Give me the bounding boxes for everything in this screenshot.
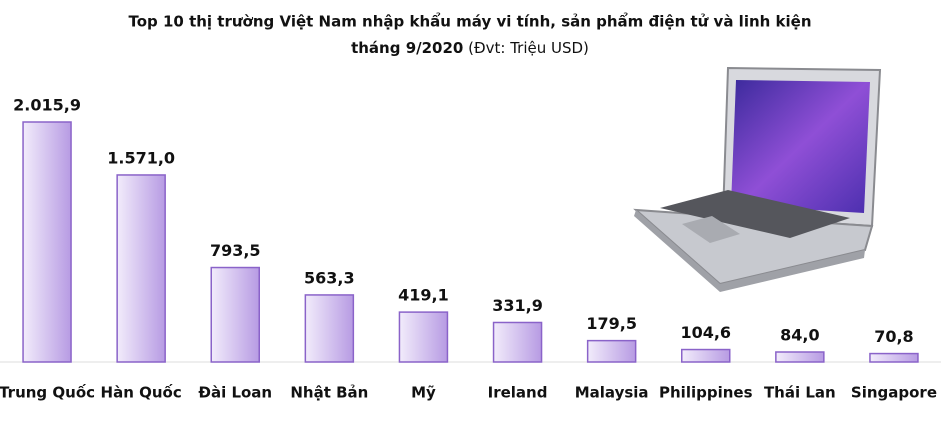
value-label: 179,5 bbox=[586, 314, 637, 333]
bar bbox=[869, 352, 919, 363]
laptop-illustration bbox=[633, 66, 882, 292]
x-tick-label: Hàn Quốc bbox=[101, 383, 182, 402]
x-tick-label: Singapore bbox=[851, 384, 937, 402]
bar bbox=[398, 311, 449, 363]
x-tick-label: Đài Loan bbox=[198, 384, 272, 402]
x-tick-label: Philippines bbox=[659, 384, 753, 402]
chart-title: Top 10 thị trường Việt Nam nhập khẩu máy… bbox=[128, 12, 811, 31]
value-label: 563,3 bbox=[304, 268, 355, 287]
x-tick-label: Malaysia bbox=[575, 384, 649, 402]
bar bbox=[22, 121, 72, 363]
value-label: 2.015,9 bbox=[13, 96, 81, 115]
bar bbox=[586, 339, 637, 363]
value-label: 419,1 bbox=[398, 286, 449, 305]
x-tick-label: Nhật Bản bbox=[290, 384, 368, 402]
subtitle: (Đvt: Triệu USD) bbox=[468, 39, 589, 57]
value-label: 70,8 bbox=[874, 327, 913, 346]
value-label: 1.571,0 bbox=[107, 148, 175, 167]
bar bbox=[304, 294, 355, 363]
value-label: 84,0 bbox=[780, 325, 819, 344]
value-label: 331,9 bbox=[492, 296, 543, 315]
bar bbox=[775, 351, 825, 363]
title-date: tháng 9/2020 bbox=[351, 39, 463, 57]
x-tick-label: Ireland bbox=[488, 384, 548, 402]
bar bbox=[681, 348, 731, 363]
bar bbox=[116, 174, 166, 363]
title-line2: tháng 9/2020 (Đvt: Triệu USD) bbox=[351, 39, 589, 57]
x-tick-label: Mỹ bbox=[411, 384, 436, 402]
value-label: 793,5 bbox=[210, 241, 261, 260]
bar bbox=[210, 266, 260, 363]
value-label: 104,6 bbox=[680, 323, 731, 342]
x-tick-label: Thái Lan bbox=[764, 384, 836, 402]
x-tick-label: Trung Quốc bbox=[0, 383, 95, 402]
bar bbox=[492, 321, 543, 363]
